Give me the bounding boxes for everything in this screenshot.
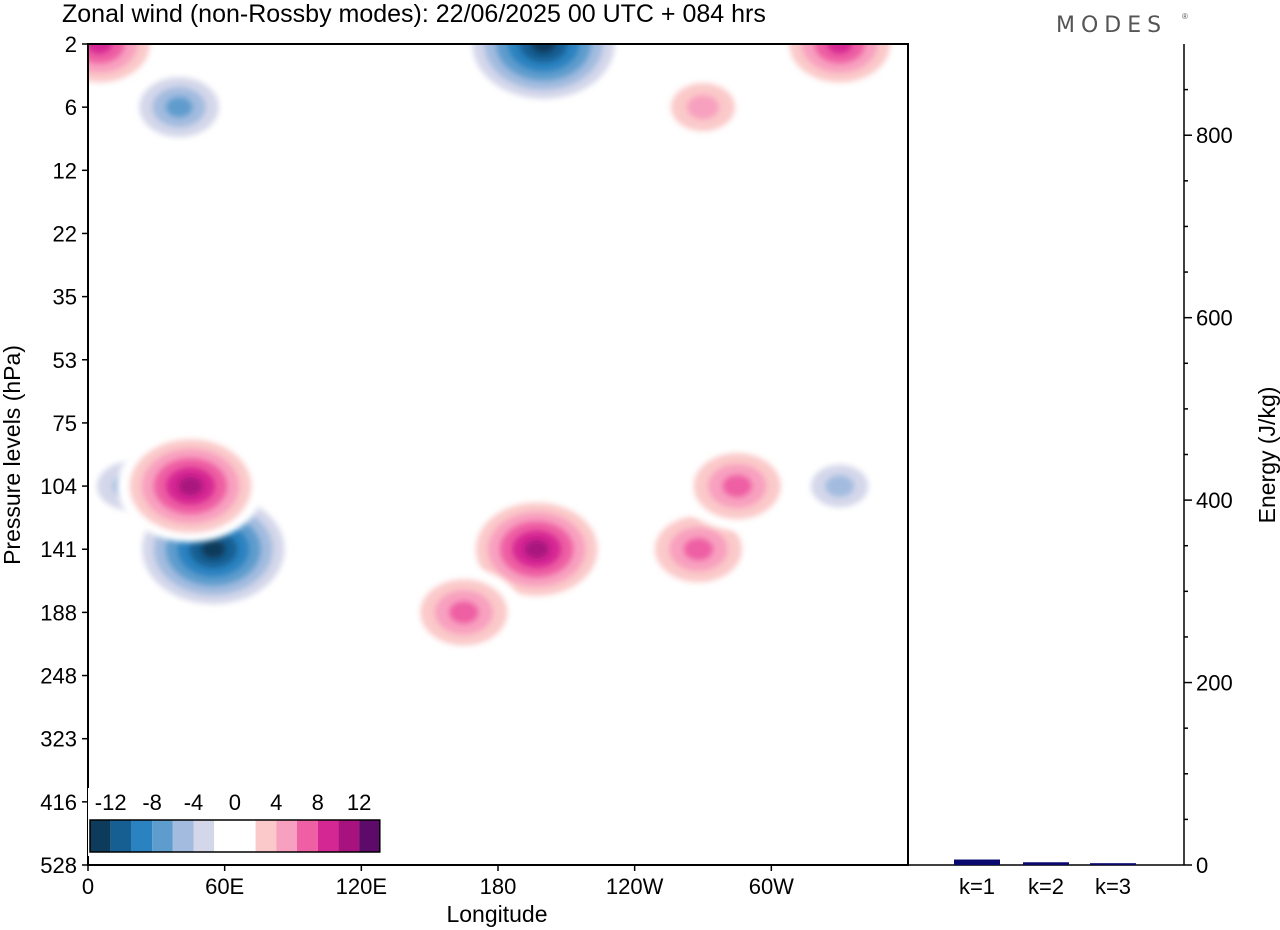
heatmap-contour-band xyxy=(825,475,855,497)
colorbar-label: -8 xyxy=(142,790,162,815)
y-axis-label: Pressure levels (hPa) xyxy=(0,345,25,565)
y-tick-label: 2 xyxy=(65,32,77,57)
x-axis-label: Longitude xyxy=(446,901,547,927)
energy-tick-label: 600 xyxy=(1196,306,1233,331)
heatmap-feature xyxy=(679,442,796,531)
y-tick-label: 75 xyxy=(53,411,77,436)
heatmap-contour-band xyxy=(524,539,549,559)
heatmap-contour-band xyxy=(531,44,556,54)
heatmap-contour-band xyxy=(201,540,226,559)
colorbar-swatch xyxy=(338,820,360,852)
colorbar-swatch xyxy=(193,820,215,852)
heatmap-contour-band xyxy=(683,538,713,561)
y-tick-label: 104 xyxy=(40,474,77,499)
colorbar-swatch xyxy=(359,820,380,852)
y-tick-label: 141 xyxy=(40,537,77,562)
x-tick-label: 0 xyxy=(82,874,94,899)
x-tick-label: 180 xyxy=(480,874,517,899)
heatmap-field xyxy=(88,44,903,657)
heatmap-contour-band xyxy=(449,601,479,624)
energy-bar xyxy=(954,859,1000,865)
colorbar-label: -12 xyxy=(95,790,127,815)
energy-axis-label: Energy (J/kg) xyxy=(1254,387,1280,524)
colorbar-swatch xyxy=(255,820,277,852)
heatmap-feature xyxy=(776,44,903,92)
colorbar-swatch xyxy=(90,820,111,852)
colorbar-swatch xyxy=(297,820,318,852)
heatmap-contour-band xyxy=(827,44,853,54)
chart-title: Zonal wind (non-Rossby modes): 22/06/202… xyxy=(62,0,766,28)
energy-category-label: k=2 xyxy=(1028,874,1064,899)
colorbar-label: 8 xyxy=(312,790,324,815)
colorbar-label: 4 xyxy=(270,790,282,815)
heatmap-contour-band xyxy=(178,476,203,496)
colorbar-swatch xyxy=(172,820,194,852)
heatmap-feature xyxy=(463,493,610,606)
colorbar-swatch xyxy=(234,820,256,852)
y-axis: 2 6 12 22 35 53 75 104 141 188 248 323 416 528 xyxy=(40,32,88,878)
y-tick-label: 323 xyxy=(40,727,77,752)
energy-category-label: k=1 xyxy=(959,874,995,899)
y-tick-label: 188 xyxy=(40,600,77,625)
colorbar-swatch xyxy=(152,820,173,852)
colorbar-legend: -12 -8 -4 0 4 8 12 xyxy=(88,788,382,856)
heatmap-feature xyxy=(405,568,522,657)
colorbar-swatch xyxy=(131,820,153,852)
energy-tick-label: 200 xyxy=(1196,671,1233,696)
colorbar-swatch xyxy=(214,820,235,852)
y-tick-label: 6 xyxy=(65,95,77,120)
y-tick-label: 22 xyxy=(53,221,77,246)
x-tick-label: 60W xyxy=(749,874,794,899)
x-tick-label: 120E xyxy=(336,874,387,899)
x-axis: 0 60E 120E 180 120W 60W xyxy=(82,865,794,899)
colorbar-label: 0 xyxy=(229,790,241,815)
y-tick-label: 528 xyxy=(40,853,77,878)
y-tick-label: 12 xyxy=(53,158,77,183)
y-tick-label: 35 xyxy=(53,285,77,310)
heatmap-feature xyxy=(655,71,751,144)
energy-bar xyxy=(1023,862,1069,865)
heatmap-contour-band xyxy=(687,95,719,120)
colorbar-label: 12 xyxy=(347,790,371,815)
colorbar-swatch xyxy=(276,820,297,852)
x-tick-label: 120W xyxy=(606,874,664,899)
x-tick-label: 60E xyxy=(205,874,244,899)
modes-logo: MODES xyxy=(1056,13,1167,38)
energy-bars: k=1 k=2 k=3 xyxy=(954,859,1136,899)
heatmap-contour-band xyxy=(165,97,193,118)
energy-category-label: k=3 xyxy=(1095,874,1131,899)
energy-bar xyxy=(1090,863,1136,865)
energy-tick-label: 400 xyxy=(1196,488,1233,513)
y-tick-label: 53 xyxy=(53,348,77,373)
heatmap-feature xyxy=(796,454,883,519)
y-tick-label: 248 xyxy=(40,664,77,689)
heatmap-feature xyxy=(88,44,163,92)
heatmap-feature xyxy=(460,44,627,108)
heatmap-contour-band xyxy=(722,475,752,498)
registered-mark-icon: ® xyxy=(1182,12,1188,21)
colorbar-label: -4 xyxy=(184,790,204,815)
energy-y-axis: 0 200 400 600 800 xyxy=(1184,88,1233,878)
energy-tick-label: 0 xyxy=(1196,853,1208,878)
y-tick-label: 416 xyxy=(40,790,77,815)
heatmap-feature xyxy=(126,67,233,148)
colorbar-swatch xyxy=(110,820,132,852)
energy-tick-label: 800 xyxy=(1196,123,1233,148)
colorbar-frame xyxy=(89,819,381,853)
colorbar-swatch xyxy=(317,820,339,852)
heatmap-feature xyxy=(117,430,264,543)
heatmap-contour-band xyxy=(88,44,112,54)
